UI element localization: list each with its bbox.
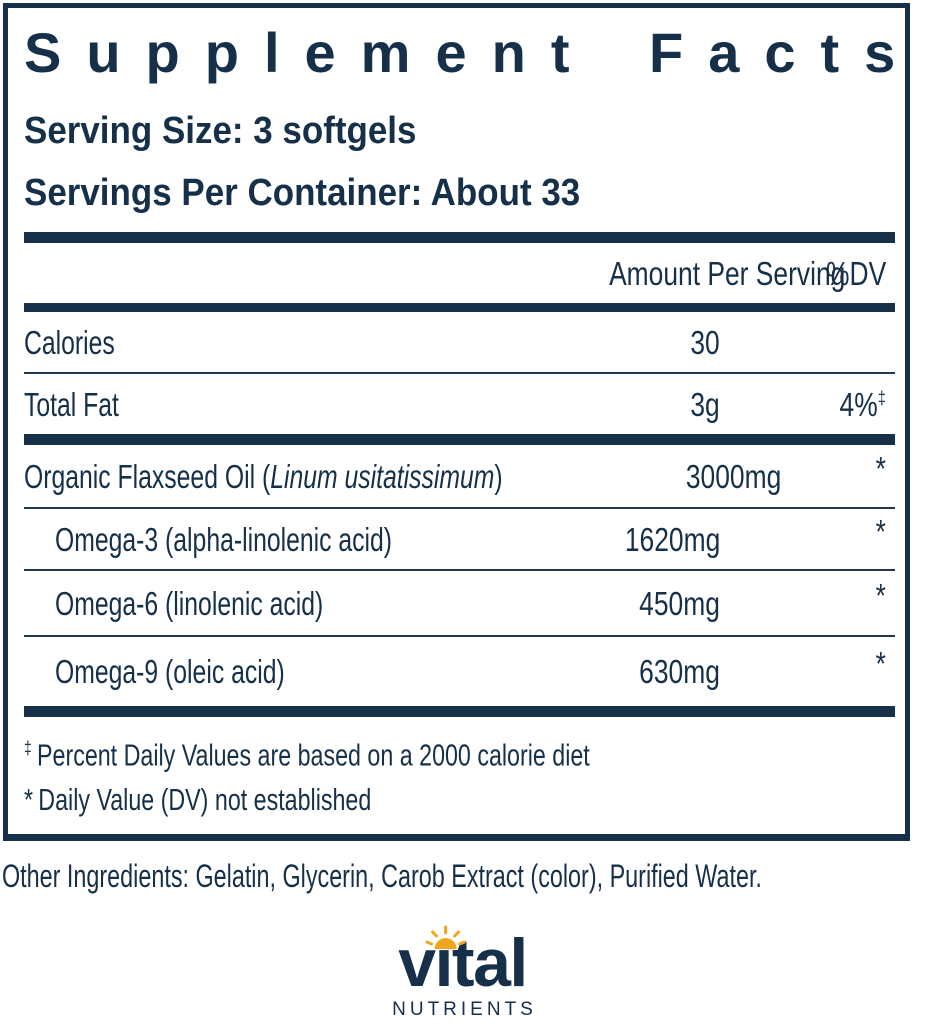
nutrient-dv: * <box>875 449 886 487</box>
table-row-omega-3: Omega-3 (alpha-linolenic acid) 1620mg * <box>24 509 895 569</box>
nutrient-name: Organic Flaxseed Oil (Linum usitatissimu… <box>24 457 503 495</box>
divider-thin <box>24 635 895 637</box>
divider-thin <box>24 569 895 571</box>
table-row-omega-9: Omega-9 (oleic acid) 630mg * <box>24 637 895 706</box>
divider-heavy-header <box>24 303 895 312</box>
nutrient-amount: 3000mg <box>686 457 782 495</box>
header-amount-cell: Amount Per Serving <box>609 254 846 292</box>
footnote-dv-not-established: * Daily Value (DV) not established <box>24 782 372 818</box>
brand-logo: vıtal NUTRIENTS <box>388 925 537 1020</box>
panel-title: Supplement Facts <box>24 21 921 84</box>
sun-icon <box>425 925 466 949</box>
divider-thin <box>24 372 895 374</box>
divider-thin <box>24 507 895 509</box>
brand-wordmark: vıtal <box>398 925 528 1001</box>
divider-heavy-top <box>24 232 895 243</box>
asterisk-marker: * <box>24 782 34 818</box>
nutrient-amount: 3g <box>690 385 720 423</box>
serving-info: Serving Size: 3 softgels Servings Per Co… <box>24 100 895 224</box>
table-row-flaxseed-oil: Organic Flaxseed Oil (Linum usitatissimu… <box>24 445 895 507</box>
servings-per-container-line: Servings Per Container: About 33 <box>24 172 581 214</box>
nutrient-name: Omega-6 (linolenic acid) <box>55 584 324 622</box>
nutrient-name: Total Fat <box>24 385 119 423</box>
nutrient-dv: * <box>875 512 886 550</box>
nutrient-dv: 4%‡ <box>839 385 886 423</box>
divider-heavy-section <box>24 434 895 445</box>
dagger-marker: ‡ <box>877 387 886 408</box>
table-row-omega-6: Omega-6 (linolenic acid) 450mg * <box>24 571 895 635</box>
dagger-marker: ‡ <box>24 737 32 758</box>
nutrient-amount: 630mg <box>639 653 720 690</box>
supplement-facts-panel: Supplement Facts Serving Size: 3 softgel… <box>3 3 910 841</box>
nutrient-dv: * <box>875 576 886 614</box>
nutrient-name: Calories <box>24 323 115 361</box>
nutrient-amount: 1620mg <box>624 520 720 558</box>
nutrient-dv: * <box>875 645 886 682</box>
nutrient-name: Omega-3 (alpha-linolenic acid) <box>55 520 393 558</box>
footnotes: ‡ Percent Daily Values are based on a 200… <box>24 725 895 822</box>
divider-heavy-bottom <box>24 706 895 717</box>
table-header-row: Amount Per Serving %DV <box>24 243 895 303</box>
other-ingredients-line: Other Ingredients: Gelatin, Glycerin, Ca… <box>2 858 762 894</box>
table-row-total-fat: Total Fat 3g 4%‡ <box>24 374 895 434</box>
nutrient-amount: 450mg <box>639 584 720 622</box>
brand-subtext: NUTRIENTS <box>392 999 537 1020</box>
footnote-daily-values: ‡ Percent Daily Values are based on a 200… <box>24 737 590 773</box>
serving-size-line: Serving Size: 3 softgels <box>24 110 417 152</box>
nutrient-name: Omega-9 (oleic acid) <box>55 653 285 690</box>
latin-name: Linum usitatissimum <box>270 457 495 495</box>
nutrient-amount: 30 <box>690 323 720 361</box>
table-row-calories: Calories 30 <box>24 312 895 372</box>
header-dv-cell: %DV <box>825 254 886 292</box>
